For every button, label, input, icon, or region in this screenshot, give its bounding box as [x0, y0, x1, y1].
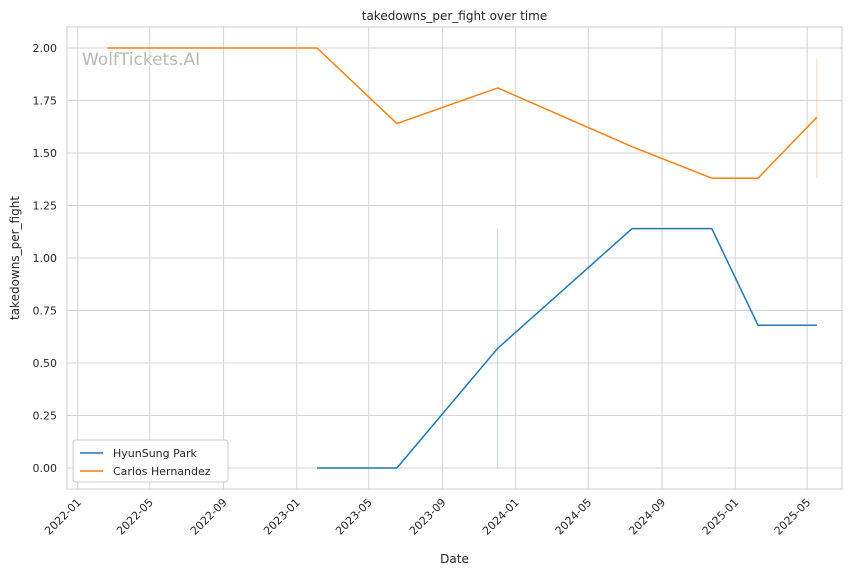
y-tick-label: 1.75	[33, 95, 58, 108]
y-tick-label: 0.25	[33, 410, 58, 423]
plot-frame	[66, 26, 843, 490]
legend-box	[72, 439, 229, 483]
y-tick-label: 1.00	[33, 252, 58, 265]
series-line-carlos-hernandez	[107, 47, 818, 179]
chart-title: takedowns_per_fight over time	[362, 9, 548, 23]
y-tick-label: 2.00	[33, 42, 58, 55]
y-tick-label: 0.75	[33, 305, 58, 318]
y-tick-label: 1.50	[33, 147, 58, 160]
y-tick-label: 0.50	[33, 357, 58, 370]
y-gridlines	[67, 47, 842, 469]
legend: HyunSung Park Carlos Hernandez	[72, 439, 229, 483]
y-axis-label: takedowns_per_fight	[8, 196, 22, 320]
x-axis-label: Date	[440, 552, 469, 566]
series-line-hyunsung-park	[317, 227, 817, 469]
y-tick-labels: 0.00 0.25 0.50 0.75 1.00 1.25 1.50 1.75 2.00	[33, 42, 58, 475]
legend-label-carlos-hernandez: Carlos Hernandez	[113, 465, 211, 478]
watermark-text: WolfTickets.AI	[82, 50, 200, 70]
y-tick-label: 0.00	[33, 462, 58, 475]
series-lines	[107, 47, 818, 469]
y-tick-label: 1.25	[33, 200, 58, 213]
legend-label-hyunsung-park: HyunSung Park	[113, 447, 198, 460]
